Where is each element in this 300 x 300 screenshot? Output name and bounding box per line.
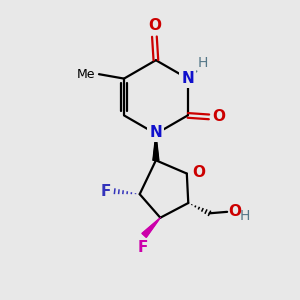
Text: H: H <box>239 209 250 223</box>
Text: F: F <box>101 184 111 199</box>
Text: O: O <box>229 204 242 219</box>
Text: F: F <box>137 240 148 255</box>
Text: N: N <box>182 71 194 86</box>
Text: N: N <box>149 125 162 140</box>
Text: O: O <box>192 165 205 180</box>
Text: Me: Me <box>77 68 95 81</box>
Polygon shape <box>142 218 160 237</box>
Text: O: O <box>212 110 226 124</box>
Polygon shape <box>153 134 159 160</box>
Text: H: H <box>198 56 208 70</box>
Text: O: O <box>148 18 161 33</box>
